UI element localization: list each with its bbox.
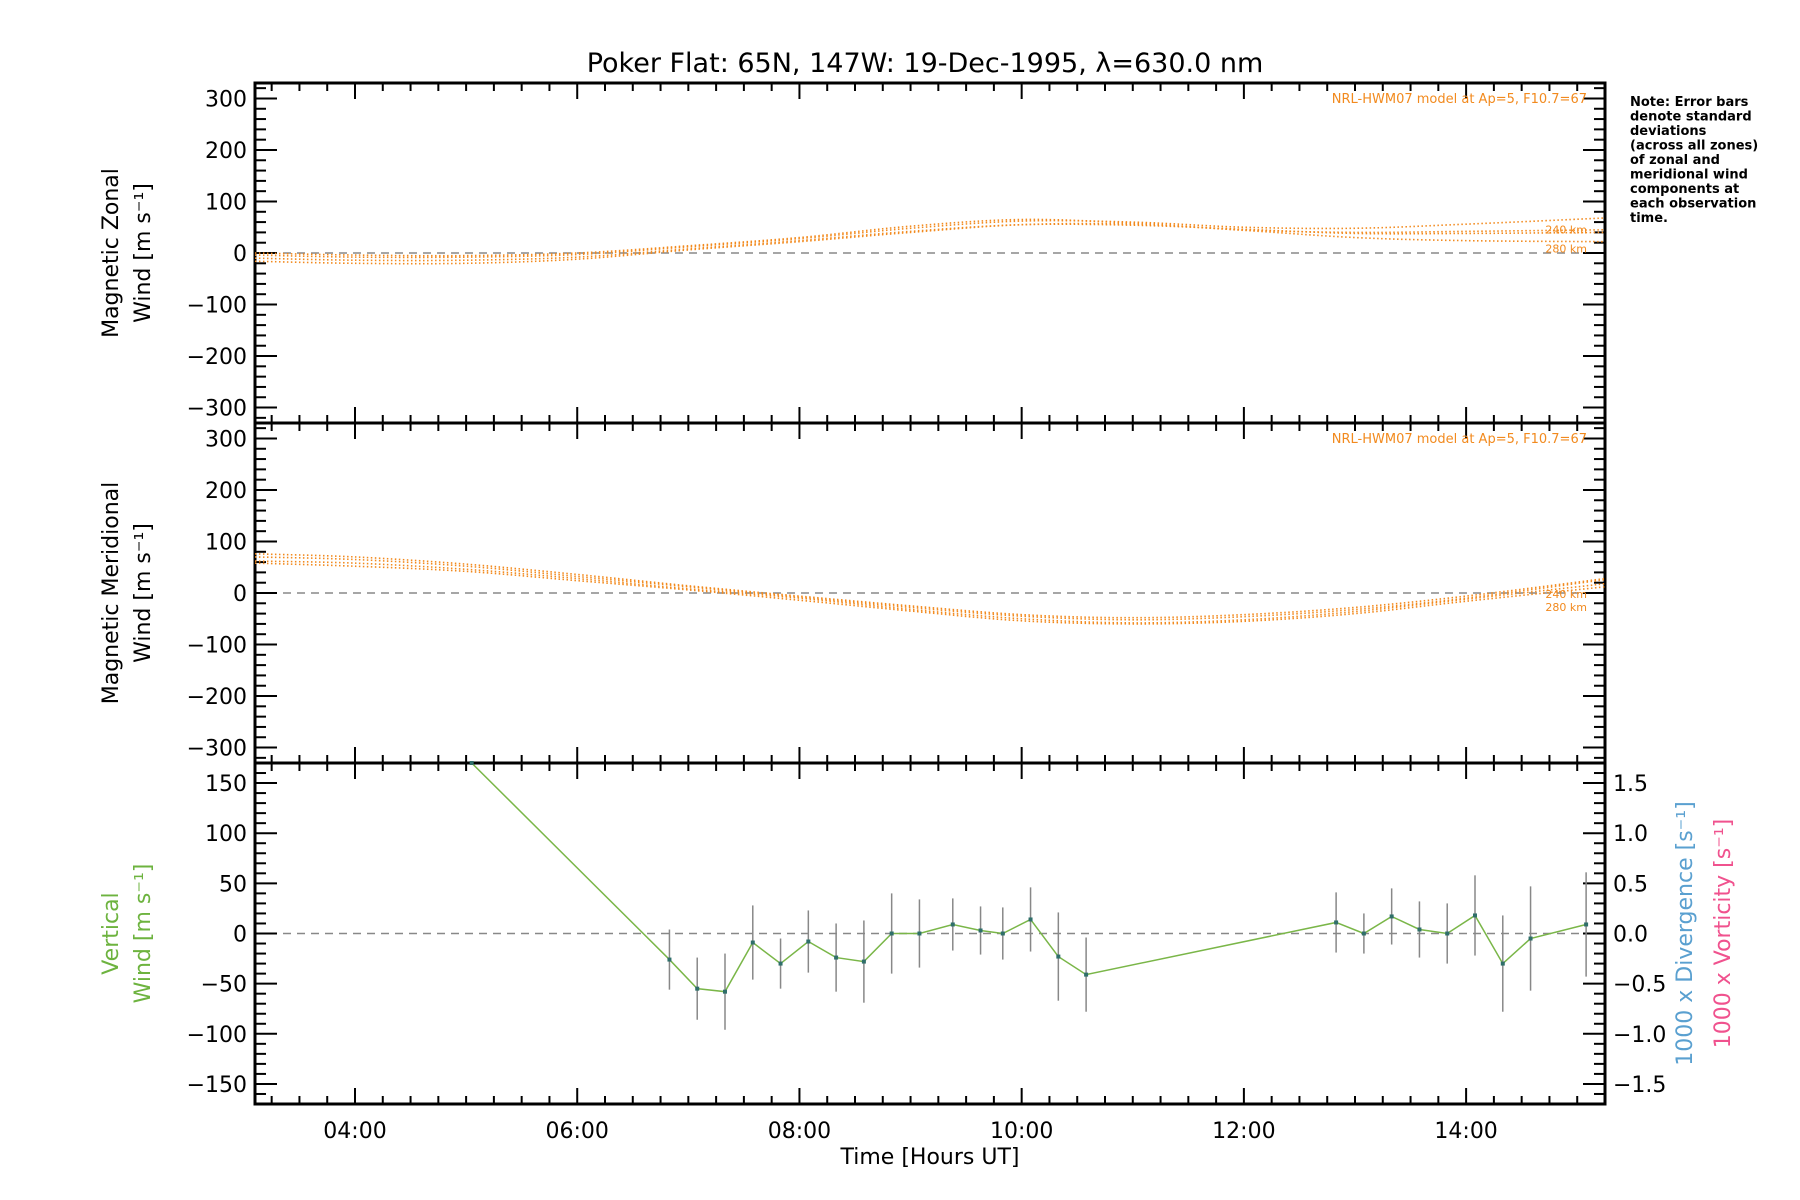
y-tick-label: 0 xyxy=(233,242,247,267)
vorticity-axis-label: 1000 x Vorticity [s⁻¹] xyxy=(1711,819,1736,1049)
y-axis-label-2: Wind [m s⁻¹] xyxy=(131,183,156,323)
panel-zonal: −300 −200 −100 0 100 200 300 Magnetic Zonal Wind… xyxy=(99,81,1607,425)
y2-tick-label: 1.5 xyxy=(1613,772,1648,797)
data-point xyxy=(667,957,672,962)
model-curve xyxy=(255,217,1605,259)
y-tick-label: −300 xyxy=(187,397,247,422)
y-axis-label-2: Wind [m s⁻¹] xyxy=(131,523,156,663)
y-tick-label: −100 xyxy=(187,294,247,319)
y-axis-label-2: Wind [m s⁻¹] xyxy=(131,864,156,1004)
note-line: (across all zones) xyxy=(1630,139,1758,154)
panels: −300 −200 −100 0 100 200 300 Magnetic Zonal Wind… xyxy=(99,81,1736,1170)
vertical-wind-line xyxy=(471,763,1587,993)
data-point xyxy=(1084,972,1089,977)
x-tick-label: 06:00 xyxy=(546,1119,609,1144)
y-tick-label: −200 xyxy=(187,345,247,370)
data-point xyxy=(1056,954,1061,959)
data-point xyxy=(1334,920,1339,925)
data-point xyxy=(1528,936,1533,941)
model-curve xyxy=(255,553,1605,619)
data-point xyxy=(1028,917,1033,922)
x-axis-label: Time [Hours UT] xyxy=(840,1145,1020,1170)
note-line: meridional wind xyxy=(1630,168,1748,183)
data-point xyxy=(1500,961,1505,966)
altitude-label: 280 km xyxy=(1545,601,1587,614)
y-tick-label: −150 xyxy=(187,1073,247,1098)
panel-vertical: −150 −100 −50 0 50 100 150 Vertical Wind [m s⁻¹]… xyxy=(99,761,1736,1170)
x-tick-label: 08:00 xyxy=(768,1119,831,1144)
model-label: NRL-HWM07 model at Ap=5, F10.7=67 xyxy=(1332,92,1587,107)
data-point xyxy=(917,931,922,936)
y2-tick-label: −1.5 xyxy=(1613,1073,1666,1098)
data-point xyxy=(861,959,866,964)
y-tick-label: 300 xyxy=(205,427,247,452)
data-point xyxy=(1389,914,1394,919)
x-tick-label: 10:00 xyxy=(990,1119,1053,1144)
data-point xyxy=(469,761,474,765)
note-line: components at xyxy=(1630,182,1739,197)
y-tick-label: −100 xyxy=(187,634,247,659)
data-point xyxy=(1445,931,1450,936)
y-tick-label: 200 xyxy=(205,139,247,164)
note-line: of zonal and xyxy=(1630,153,1720,168)
altitude-label: 280 km xyxy=(1545,243,1587,256)
y-tick-label: 100 xyxy=(205,530,247,555)
model-curve xyxy=(255,556,1605,621)
note-line: each observation xyxy=(1630,197,1756,212)
data-point xyxy=(750,940,755,945)
note-line: denote standard xyxy=(1630,110,1752,125)
data-point xyxy=(950,922,955,927)
data-point xyxy=(1473,913,1477,918)
data-point xyxy=(723,989,727,994)
model-curve xyxy=(255,218,1605,257)
y-tick-label: 100 xyxy=(205,190,247,215)
note-line: time. xyxy=(1630,211,1668,226)
panel-meridional: −300 −200 −100 0 100 200 300 Magnetic Meridiona… xyxy=(99,421,1607,765)
y-tick-label: 150 xyxy=(205,772,247,797)
y-tick-label: −300 xyxy=(187,737,247,762)
y-axis-label-1: Vertical xyxy=(99,892,124,974)
x-tick-label: 04:00 xyxy=(323,1119,386,1144)
y2-tick-label: 0.0 xyxy=(1613,923,1648,948)
y-axis-label-1: Magnetic Zonal xyxy=(99,168,124,338)
y-axis-label-1: Magnetic Meridional xyxy=(99,482,124,704)
data-point xyxy=(806,939,811,944)
y-tick-label: 200 xyxy=(205,479,247,504)
model-label: NRL-HWM07 model at Ap=5, F10.7=67 xyxy=(1332,432,1587,447)
model-curve xyxy=(255,222,1605,265)
y-tick-label: 50 xyxy=(219,872,247,897)
y-tick-label: 100 xyxy=(205,822,247,847)
data-point xyxy=(889,931,894,936)
y-tick-label: 0 xyxy=(233,923,247,948)
data-point xyxy=(695,986,700,991)
data-point xyxy=(834,955,839,960)
y-tick-label: −100 xyxy=(187,1023,247,1048)
y-tick-label: −50 xyxy=(201,973,247,998)
data-point xyxy=(978,928,983,933)
divergence-axis-label: 1000 x Divergence [s⁻¹] xyxy=(1673,801,1698,1065)
y-tick-label: 300 xyxy=(205,87,247,112)
y2-tick-label: −0.5 xyxy=(1613,973,1666,998)
y-tick-label: 0 xyxy=(233,582,247,607)
x-tick-label: 12:00 xyxy=(1212,1119,1275,1144)
note-line: deviations xyxy=(1630,124,1707,139)
data-point xyxy=(1584,922,1589,927)
y2-tick-label: −1.0 xyxy=(1613,1023,1666,1048)
note-line: Note: Error bars xyxy=(1630,95,1749,110)
x-tick-label: 14:00 xyxy=(1434,1119,1497,1144)
y2-tick-label: 1.0 xyxy=(1613,822,1648,847)
y-tick-label: −200 xyxy=(187,685,247,710)
y2-tick-label: 0.5 xyxy=(1613,872,1648,897)
chart-title: Poker Flat: 65N, 147W: 19-Dec-1995, λ=63… xyxy=(587,48,1264,79)
data-point xyxy=(1417,927,1422,932)
model-curve xyxy=(255,223,1605,262)
data-point xyxy=(1361,931,1366,936)
data-point xyxy=(778,961,783,966)
data-point xyxy=(1000,931,1005,936)
